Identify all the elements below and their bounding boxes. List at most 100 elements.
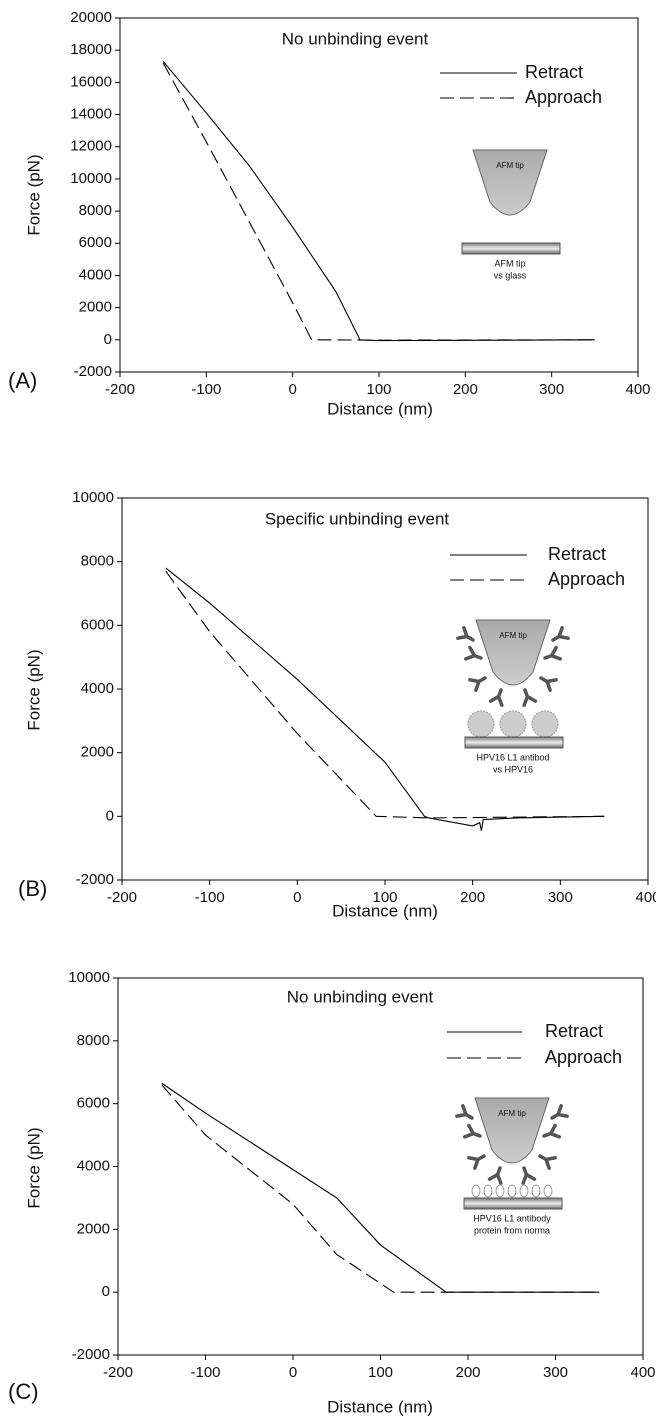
y-tick-label: 8000 xyxy=(81,553,114,570)
virus-particle xyxy=(499,710,527,738)
antibody-icon xyxy=(487,1166,503,1185)
virus-particle xyxy=(531,710,559,738)
x-tick-label: -100 xyxy=(191,381,221,398)
x-tick-label: -200 xyxy=(103,1364,133,1381)
data-line xyxy=(162,61,595,342)
antibody-icon xyxy=(463,1123,482,1139)
y-tick-label: 4000 xyxy=(77,1157,110,1174)
antibody-icon xyxy=(522,688,538,707)
inset-illustration: AFM tip HPV16 L1 antibody protein from nor… xyxy=(455,1097,569,1235)
inset-label: vs glass xyxy=(494,270,527,280)
legend-label: Approach xyxy=(545,1047,622,1067)
antibody-shape xyxy=(543,645,562,661)
x-tick-label: 100 xyxy=(368,1364,393,1381)
y-tick-label: -2000 xyxy=(76,871,114,888)
antibody-shape xyxy=(550,1104,569,1120)
inset-label: AFM tip xyxy=(496,161,524,170)
y-tick-label: 16000 xyxy=(70,73,112,90)
y-tick-label: 2000 xyxy=(77,1220,110,1237)
antibody-icon xyxy=(539,676,558,692)
antibody-shape xyxy=(455,1104,474,1120)
x-tick-label: -100 xyxy=(190,1364,220,1381)
antibody-shape xyxy=(539,676,558,692)
antibody-shape xyxy=(542,1123,561,1139)
protein-coil xyxy=(531,1184,541,1198)
x-tick-label: 400 xyxy=(630,1364,655,1381)
surface-bar xyxy=(461,242,561,255)
y-tick-label: 2000 xyxy=(79,299,112,316)
antibody-shape xyxy=(468,676,487,692)
x-tick-label: 400 xyxy=(625,381,650,398)
data-line xyxy=(162,62,595,341)
antibody-icon xyxy=(550,1104,569,1120)
antibody-icon xyxy=(551,626,570,642)
antibody-shape xyxy=(456,626,475,642)
chart-panel: -2000 0 2000 4000 6000 8000 10000 -200 -100 0 100 2… xyxy=(18,489,656,921)
antibody-icon xyxy=(521,1166,537,1185)
afm-tip xyxy=(472,149,548,216)
y-tick-label: 2000 xyxy=(81,744,114,761)
chart-title: Specific unbinding event xyxy=(265,509,450,528)
x-tick-label: 300 xyxy=(543,1364,568,1381)
antibody-shape xyxy=(538,1154,557,1170)
afm-tip xyxy=(475,619,551,686)
x-tick-label: -100 xyxy=(195,889,225,906)
antibody-icon xyxy=(467,1154,486,1170)
y-tick-label: 10000 xyxy=(70,170,112,187)
antibody-shape xyxy=(467,1154,486,1170)
x-tick-label: 300 xyxy=(548,889,573,906)
y-tick-label: 18000 xyxy=(70,41,112,58)
surface-bar xyxy=(464,736,564,749)
x-tick-label: 200 xyxy=(453,381,478,398)
legend-label: Approach xyxy=(548,569,625,589)
x-tick-label: 200 xyxy=(455,1364,480,1381)
afm-tip xyxy=(474,1097,550,1164)
x-tick-label: 0 xyxy=(293,889,301,906)
x-tick-label: -200 xyxy=(105,381,135,398)
y-tick-label: 6000 xyxy=(77,1095,110,1112)
antibody-icon xyxy=(543,645,562,661)
antibody-shape xyxy=(488,688,504,707)
antibody-shape xyxy=(464,645,483,661)
inset-label: protein from norma xyxy=(474,1225,550,1235)
x-tick-label: 0 xyxy=(288,381,296,398)
antibody-icon xyxy=(542,1123,561,1139)
y-tick-label: 12000 xyxy=(70,138,112,155)
surface-bar xyxy=(463,1197,563,1210)
x-tick-label: -200 xyxy=(107,889,137,906)
protein-coil xyxy=(495,1184,505,1198)
inset-label: HPV16 L1 antibody xyxy=(473,1213,551,1223)
inset-label: AFM tip xyxy=(499,631,527,640)
x-tick-label: 300 xyxy=(539,381,564,398)
x-tick-label: 100 xyxy=(372,889,397,906)
y-axis-label: Force (pN) xyxy=(24,1127,43,1208)
chart-panel: -200002000400060008000100001200014000160… xyxy=(8,9,651,419)
x-tick-label: 200 xyxy=(460,889,485,906)
panel-label: (C) xyxy=(8,1379,39,1404)
legend-label: Approach xyxy=(525,87,602,107)
inset-illustration: AFM tip HPV16 L1 antibod vs HPV16 xyxy=(456,619,570,774)
chart-title: No unbinding event xyxy=(287,987,434,1006)
antibody-shape xyxy=(551,626,570,642)
y-tick-label: -2000 xyxy=(72,1346,110,1363)
x-axis-label: Distance (nm) xyxy=(327,399,433,418)
panel-label: (A) xyxy=(8,368,37,393)
y-tick-label: 14000 xyxy=(70,106,112,123)
y-tick-label: 4000 xyxy=(81,680,114,697)
antibody-icon xyxy=(468,676,487,692)
antibody-icon xyxy=(488,688,504,707)
panel-label: (B) xyxy=(18,876,47,901)
legend-label: Retract xyxy=(525,62,583,82)
data-line xyxy=(161,1084,600,1293)
y-tick-label: 10000 xyxy=(72,489,114,506)
y-tick-label: 10000 xyxy=(68,969,110,986)
inset-label: vs HPV16 xyxy=(493,764,533,774)
antibody-shape xyxy=(521,1166,537,1185)
y-tick-label: 20000 xyxy=(70,9,112,26)
y-tick-label: 6000 xyxy=(79,234,112,251)
y-axis-label: Force (pN) xyxy=(24,649,43,730)
legend-label: Retract xyxy=(545,1021,603,1041)
x-tick-label: 100 xyxy=(366,381,391,398)
inset-label: HPV16 L1 antibod xyxy=(476,752,549,762)
